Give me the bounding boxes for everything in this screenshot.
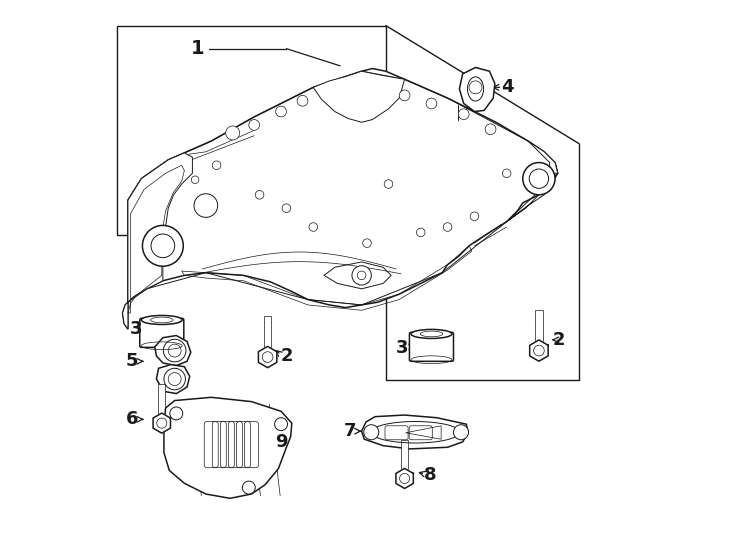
Ellipse shape [468, 77, 484, 101]
Text: 8: 8 [424, 466, 437, 484]
Circle shape [363, 239, 371, 247]
Polygon shape [117, 25, 386, 235]
Circle shape [458, 109, 469, 119]
Text: 6: 6 [126, 410, 138, 428]
Circle shape [309, 222, 318, 231]
Circle shape [212, 161, 221, 170]
Circle shape [242, 481, 255, 494]
Circle shape [529, 169, 548, 188]
FancyBboxPatch shape [535, 309, 542, 341]
Text: 2: 2 [280, 347, 293, 365]
Circle shape [151, 234, 175, 258]
Text: 4: 4 [501, 78, 514, 96]
FancyBboxPatch shape [410, 332, 454, 361]
Ellipse shape [142, 315, 182, 325]
Polygon shape [123, 69, 558, 329]
Text: 3: 3 [396, 339, 409, 357]
Polygon shape [459, 68, 495, 112]
Circle shape [170, 407, 183, 420]
Circle shape [416, 228, 425, 237]
Polygon shape [156, 364, 189, 394]
Text: 5: 5 [126, 352, 138, 370]
Polygon shape [258, 346, 277, 368]
Text: 1: 1 [191, 39, 205, 58]
Polygon shape [313, 71, 404, 122]
FancyBboxPatch shape [409, 426, 432, 440]
Circle shape [357, 271, 366, 280]
Circle shape [399, 90, 410, 101]
Circle shape [443, 222, 452, 231]
Polygon shape [506, 141, 558, 221]
Circle shape [502, 169, 511, 178]
Circle shape [470, 212, 479, 220]
Circle shape [255, 191, 264, 199]
Ellipse shape [411, 329, 452, 339]
FancyBboxPatch shape [401, 440, 408, 469]
FancyBboxPatch shape [264, 316, 272, 347]
Circle shape [142, 225, 184, 266]
Circle shape [276, 106, 286, 117]
Polygon shape [530, 340, 548, 361]
Text: 9: 9 [275, 433, 287, 451]
Circle shape [192, 176, 199, 184]
Text: 2: 2 [553, 331, 566, 349]
Circle shape [194, 194, 218, 218]
Polygon shape [362, 415, 468, 449]
Circle shape [523, 163, 555, 195]
Polygon shape [153, 413, 170, 433]
Circle shape [485, 124, 496, 134]
Polygon shape [123, 153, 192, 329]
Circle shape [426, 98, 437, 109]
Circle shape [282, 204, 291, 213]
Polygon shape [324, 262, 391, 289]
Circle shape [364, 425, 379, 440]
Circle shape [297, 96, 308, 106]
FancyBboxPatch shape [385, 426, 408, 440]
Text: 7: 7 [344, 422, 356, 440]
Text: 3: 3 [130, 320, 142, 338]
FancyBboxPatch shape [139, 319, 184, 347]
Circle shape [226, 126, 240, 140]
Polygon shape [164, 397, 292, 498]
Circle shape [249, 119, 260, 130]
Circle shape [384, 180, 393, 188]
FancyBboxPatch shape [158, 384, 165, 414]
Circle shape [454, 425, 468, 440]
Circle shape [275, 418, 288, 430]
Circle shape [352, 266, 371, 285]
Polygon shape [396, 468, 413, 489]
Polygon shape [155, 335, 191, 366]
